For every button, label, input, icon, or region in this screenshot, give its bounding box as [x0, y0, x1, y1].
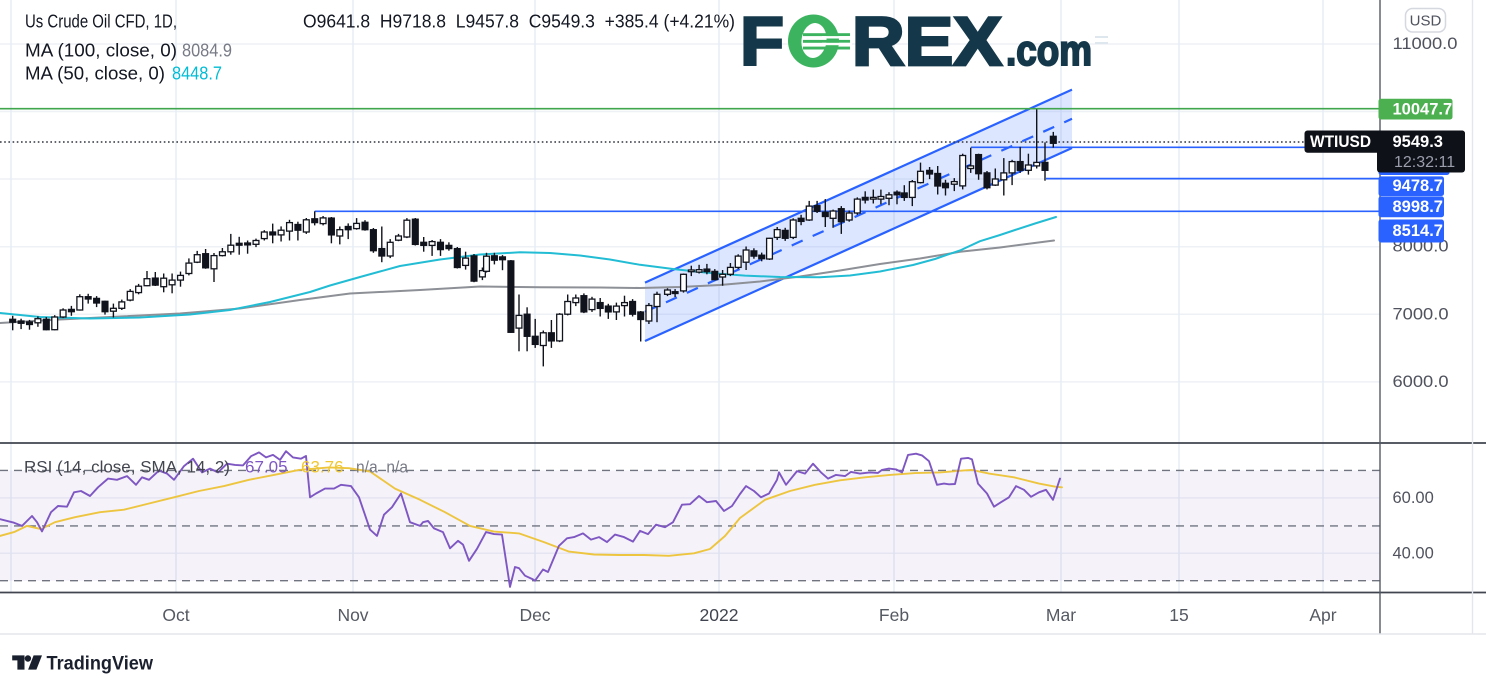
svg-text:9478.7: 9478.7 — [1393, 177, 1443, 195]
svg-text:Dec: Dec — [519, 605, 550, 625]
svg-text:MA (50, close, 0): MA (50, close, 0) — [25, 63, 165, 84]
svg-text:6000.0: 6000.0 — [1393, 373, 1449, 391]
svg-text:12:32:11: 12:32:11 — [1394, 154, 1455, 171]
svg-text:63.76: 63.76 — [301, 458, 344, 477]
svg-text:Apr: Apr — [1309, 605, 1336, 625]
svg-text:Us Crude Oil CFD, 1D,: Us Crude Oil CFD, 1D, — [25, 11, 177, 32]
svg-text:Feb: Feb — [879, 605, 909, 625]
svg-text:MA (100, close, 0): MA (100, close, 0) — [25, 40, 177, 61]
svg-text:Nov: Nov — [337, 605, 368, 625]
svg-text:15: 15 — [1169, 605, 1188, 625]
svg-text:REX: REX — [852, 3, 1002, 80]
svg-text:67.05: 67.05 — [245, 458, 288, 477]
svg-text:O9641.8 H9718.8 L9457.8 C95: O9641.8 H9718.8 L9457.8 C9549.3 +385.4 (… — [303, 11, 735, 32]
svg-text:8998.7: 8998.7 — [1393, 198, 1443, 216]
svg-text:2022: 2022 — [700, 605, 739, 625]
svg-text:9549.3: 9549.3 — [1393, 133, 1443, 151]
svg-text:RSI (14, close, SMA, 14, 2): RSI (14, close, SMA, 14, 2) — [24, 458, 230, 477]
svg-text:8448.7: 8448.7 — [172, 63, 222, 84]
svg-text:10047.7: 10047.7 — [1393, 100, 1453, 118]
svg-text:USD: USD — [1410, 12, 1442, 29]
svg-text:n/a n/a: n/a n/a — [356, 458, 408, 477]
svg-text:Mar: Mar — [1046, 605, 1076, 625]
svg-text:40.00: 40.00 — [1393, 544, 1434, 562]
svg-text:11000.0: 11000.0 — [1393, 35, 1458, 53]
svg-text:TradingView: TradingView — [47, 653, 154, 675]
svg-text:.com: .com — [1006, 27, 1092, 75]
svg-text:WTIUSD: WTIUSD — [1310, 133, 1371, 151]
svg-text:F: F — [740, 3, 784, 80]
svg-text:7000.0: 7000.0 — [1393, 305, 1449, 323]
svg-text:8084.9: 8084.9 — [182, 40, 232, 61]
svg-text:60.00: 60.00 — [1393, 489, 1434, 507]
svg-text:8514.7: 8514.7 — [1393, 222, 1443, 240]
svg-text:Oct: Oct — [162, 605, 189, 625]
